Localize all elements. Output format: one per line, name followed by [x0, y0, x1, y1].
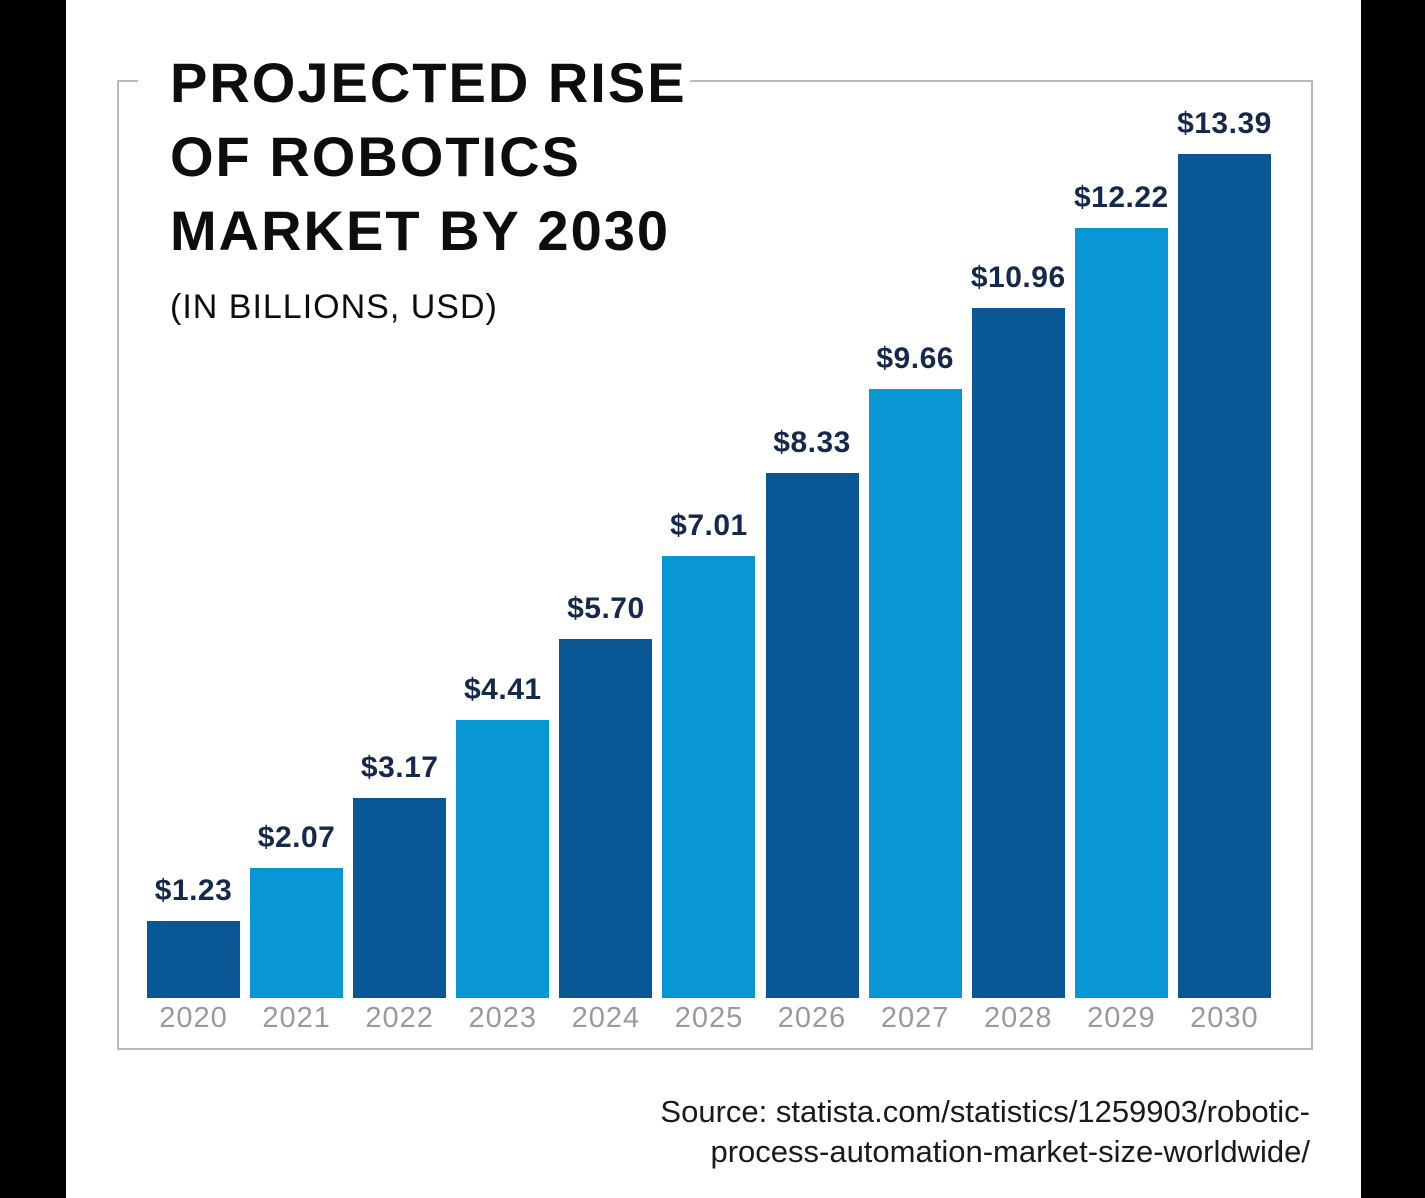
- bar-2021: [250, 868, 344, 998]
- bars-area: $1.23 $2.07 $3.17 $4.41 $5.70 $7.01 $8.33 $9.66…: [147, 90, 1271, 998]
- bar-2027: [868, 389, 962, 998]
- bar-2030: [1177, 154, 1271, 998]
- bar-2024: [559, 639, 653, 998]
- chart-title: PROJECTED RISE OF ROBOTICS MARKET BY 203…: [170, 46, 687, 268]
- bar-value-label-2026: $8.33: [773, 426, 851, 459]
- bar-2023: [456, 720, 550, 998]
- x-axis-label-2022: 2022: [365, 1002, 434, 1034]
- bar-value-label-2021: $2.07: [257, 821, 336, 854]
- bar-column-2024: $5.70: [559, 592, 653, 998]
- x-axis-label-2020: 2020: [159, 1002, 228, 1034]
- source-attribution: Source: statista.com/statistics/1259903/…: [660, 1092, 1310, 1172]
- bar-value-label-2030: $13.39: [1177, 107, 1272, 140]
- bar-value-label-2023: $4.41: [463, 673, 542, 706]
- x-axis: 2020 2021 2022 2023 2024 2025 2026 2027 2028 2029…: [147, 1002, 1271, 1035]
- x-axis-label-2027: 2027: [880, 1002, 950, 1034]
- frame-title-gap: [138, 75, 690, 87]
- x-axis-label-2030: 2030: [1190, 1002, 1259, 1034]
- bar-value-label-2024: $5.70: [567, 592, 645, 625]
- x-axis-label-2021: 2021: [262, 1002, 331, 1034]
- bar-value-label-2025: $7.01: [670, 509, 748, 542]
- bar-2026: [765, 473, 859, 998]
- bar-2022: [353, 798, 447, 998]
- bar-value-label-2020: $1.23: [154, 874, 233, 907]
- bar-2020: [147, 921, 240, 998]
- bar-value-label-2027: $9.66: [876, 342, 954, 375]
- bar-column-2027: $9.66: [868, 342, 962, 998]
- x-axis-label-2023: 2023: [468, 1002, 538, 1034]
- x-axis-label-2028: 2028: [983, 1002, 1053, 1034]
- bar-column-2020: $1.23: [147, 874, 240, 998]
- bar-column-2029: $12.22: [1073, 181, 1169, 998]
- bar-column-2028: $10.96: [970, 261, 1066, 998]
- x-axis-label-2024: 2024: [571, 1002, 641, 1034]
- source-line-2: process-automation-market-size-worldwide…: [710, 1134, 1310, 1169]
- x-axis-label-2029: 2029: [1087, 1002, 1156, 1034]
- bar-column-2023: $4.41: [456, 673, 550, 998]
- infographic-canvas: PROJECTED RISE OF ROBOTICS MARKET BY 203…: [66, 0, 1361, 1198]
- bar-value-label-2029: $12.22: [1073, 181, 1169, 214]
- bar-value-label-2022: $3.17: [360, 751, 439, 784]
- chart-subtitle: (IN BILLIONS, USD): [170, 288, 498, 326]
- bar-2029: [1074, 228, 1168, 998]
- chart-title-line-1: PROJECTED RISE: [170, 51, 687, 114]
- chart-title-line-2: OF ROBOTICS: [170, 125, 581, 188]
- bar-column-2030: $13.39: [1177, 107, 1272, 998]
- x-axis-label-2025: 2025: [674, 1002, 744, 1034]
- chart-frame-border: [117, 80, 1313, 1050]
- bar-2028: [971, 308, 1065, 998]
- bar-2025: [662, 556, 756, 998]
- bar-column-2021: $2.07: [250, 821, 344, 998]
- source-line-1: Source: statista.com/statistics/1259903/…: [660, 1094, 1310, 1129]
- x-axis-label-2026: 2026: [777, 1002, 847, 1034]
- bar-column-2025: $7.01: [662, 509, 756, 998]
- bar-column-2026: $8.33: [765, 426, 859, 998]
- chart-title-line-3: MARKET BY 2030: [170, 199, 671, 262]
- bar-value-label-2028: $10.96: [970, 261, 1066, 294]
- bar-column-2022: $3.17: [353, 751, 447, 998]
